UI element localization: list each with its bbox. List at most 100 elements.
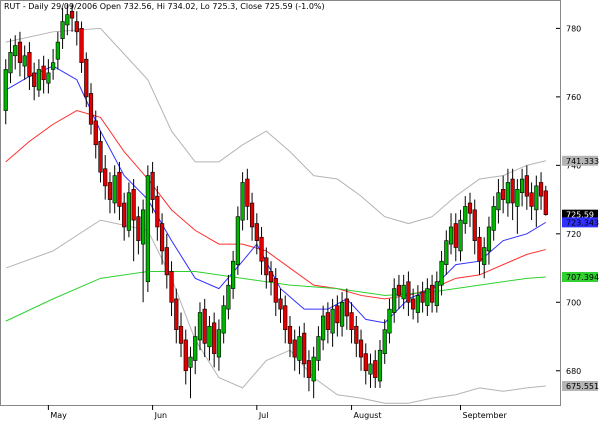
end-label-box bbox=[562, 217, 598, 228]
indicator-line bbox=[5, 27, 546, 225]
end-label-box bbox=[562, 271, 598, 282]
candle-body bbox=[93, 120, 98, 146]
candle-body bbox=[321, 315, 326, 341]
candle-body bbox=[268, 271, 274, 283]
candle-body bbox=[415, 295, 420, 313]
indicator-line bbox=[5, 110, 546, 300]
candle-body bbox=[510, 178, 515, 204]
candle-body bbox=[297, 336, 302, 361]
x-tick-label: Jul bbox=[258, 411, 269, 420]
candle-body bbox=[51, 62, 56, 70]
candle-body bbox=[60, 21, 65, 39]
candle-body bbox=[444, 240, 449, 265]
candle-body bbox=[136, 216, 141, 241]
candle-body bbox=[434, 281, 439, 307]
candle-body bbox=[27, 52, 32, 77]
candle-body bbox=[164, 247, 169, 276]
candle-body bbox=[463, 206, 468, 224]
candle-body bbox=[17, 41, 23, 63]
candle-body bbox=[13, 45, 18, 57]
candle-body bbox=[79, 28, 84, 63]
candle-body bbox=[283, 305, 288, 330]
y-tick-label: 760 bbox=[566, 93, 581, 102]
candle-body bbox=[98, 141, 103, 173]
candle-body bbox=[155, 195, 160, 228]
candle-body bbox=[188, 356, 193, 368]
candle-body bbox=[240, 182, 245, 221]
candle-body bbox=[107, 182, 113, 200]
candle-body bbox=[349, 312, 354, 330]
candle-body bbox=[259, 236, 264, 262]
candle-body bbox=[392, 288, 397, 313]
candle-body bbox=[543, 190, 548, 215]
candle-body bbox=[486, 226, 492, 252]
candle-body bbox=[202, 308, 207, 344]
candle-body bbox=[472, 209, 477, 241]
end-label-box bbox=[562, 155, 598, 166]
plot-frame bbox=[0, 0, 561, 406]
candle-body bbox=[46, 72, 51, 84]
end-label: 723.343 bbox=[566, 218, 599, 227]
candle-body bbox=[169, 271, 174, 303]
candle-body bbox=[41, 65, 46, 81]
candle-body bbox=[207, 325, 212, 348]
candle-body bbox=[193, 336, 198, 361]
y-tick-label: 780 bbox=[566, 24, 581, 33]
candle-body bbox=[354, 325, 359, 344]
candle-body bbox=[325, 312, 330, 330]
candle-body bbox=[425, 288, 430, 307]
candle-body bbox=[302, 332, 307, 365]
y-tick-label: 680 bbox=[566, 367, 581, 376]
close-label: 725.59 bbox=[566, 211, 594, 220]
end-label: 741.333 bbox=[566, 157, 599, 166]
candle-body bbox=[420, 291, 425, 303]
candle-body bbox=[505, 182, 510, 204]
candle-body bbox=[126, 192, 132, 231]
candle-body bbox=[529, 192, 534, 207]
candle-body bbox=[69, 10, 75, 19]
candle-body bbox=[88, 93, 94, 125]
candle-body bbox=[368, 363, 373, 375]
candle-body bbox=[439, 260, 444, 286]
candle-body bbox=[339, 301, 345, 327]
candle-body bbox=[292, 339, 297, 358]
candle-body bbox=[273, 278, 278, 303]
candle-body bbox=[65, 14, 70, 26]
candle-body bbox=[453, 223, 458, 248]
candle-body bbox=[197, 312, 203, 341]
candle-body bbox=[458, 219, 463, 252]
candle-body bbox=[501, 189, 506, 200]
candle-body bbox=[330, 308, 335, 334]
candle-body bbox=[216, 329, 222, 358]
x-tick-label: September bbox=[463, 411, 508, 420]
candle-body bbox=[131, 189, 136, 221]
x-tick-label: August bbox=[354, 411, 382, 420]
candle-body bbox=[534, 185, 539, 211]
candle-body bbox=[8, 52, 13, 74]
candle-body bbox=[74, 21, 79, 33]
candle-body bbox=[429, 284, 435, 303]
candle-body bbox=[467, 202, 473, 214]
candle-body bbox=[406, 281, 411, 303]
candle-body bbox=[103, 168, 108, 187]
candle-body bbox=[245, 178, 250, 207]
y-tick-label: 720 bbox=[566, 230, 581, 239]
x-tick-label: May bbox=[50, 411, 67, 420]
candle-body bbox=[411, 298, 416, 310]
candle-body bbox=[344, 298, 349, 317]
y-tick-label: 700 bbox=[566, 298, 581, 307]
candle-body bbox=[178, 325, 184, 344]
end-label-box bbox=[562, 380, 598, 391]
candle-body bbox=[3, 69, 8, 111]
candle-body bbox=[226, 284, 231, 310]
candle-body bbox=[316, 336, 321, 361]
chart-title: RUT - Daily 29/09/2006 Open 732.56, Hi 7… bbox=[4, 2, 325, 11]
candle-body bbox=[145, 175, 150, 283]
candle-body bbox=[122, 202, 127, 228]
candle-body bbox=[278, 298, 283, 310]
candle-body bbox=[36, 69, 41, 91]
candle-body bbox=[159, 223, 165, 252]
candle-body bbox=[311, 356, 316, 382]
candle-body bbox=[482, 247, 487, 265]
candle-body bbox=[401, 284, 406, 300]
